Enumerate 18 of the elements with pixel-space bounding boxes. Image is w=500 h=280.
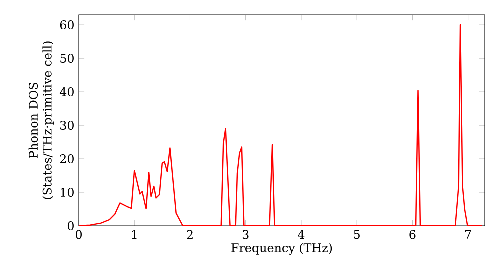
x-tick-label: 0 <box>76 230 82 240</box>
y-tick-label: 30 <box>60 121 74 130</box>
x-tick-label: 6 <box>410 230 416 240</box>
y-tick-label: 20 <box>60 154 74 164</box>
line-series <box>79 24 483 226</box>
x-tick-label: 1 <box>132 230 137 240</box>
y-tick-label: 10 <box>61 188 74 198</box>
y-tick-label: 50 <box>60 54 74 64</box>
y-tick-label: 0 <box>68 222 74 231</box>
y-tick-label: 40 <box>60 88 74 97</box>
x-axis-title: Frequency (THz) <box>232 243 332 255</box>
y-tick-label: 60 <box>60 20 74 30</box>
x-tick-label: 7 <box>466 230 472 239</box>
x-tick-label: 5 <box>354 230 360 240</box>
x-tick-label: 4 <box>298 230 305 240</box>
x-tick-label: 3 <box>242 230 249 240</box>
x-tick-label: 2 <box>187 230 193 240</box>
y-axis-title: Phonon DOS (States/THz·primitive cell) <box>28 42 54 200</box>
